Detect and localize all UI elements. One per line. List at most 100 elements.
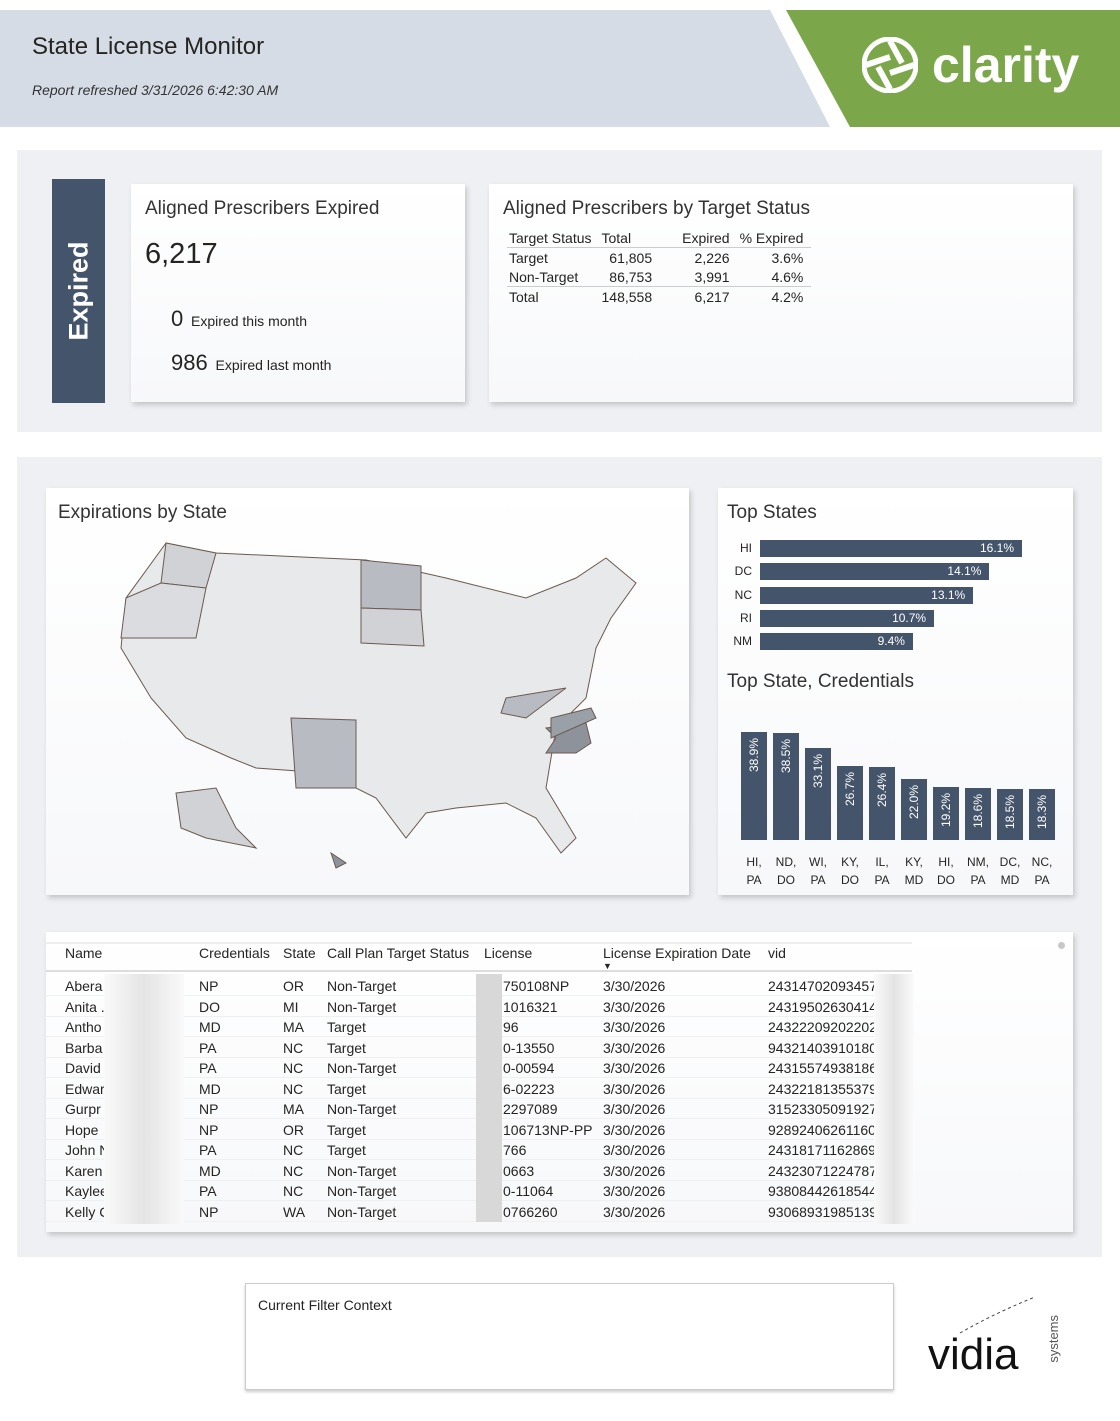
credential-bar[interactable]: 18.5%: [997, 788, 1023, 840]
credential-bar[interactable]: 38.9%: [741, 732, 767, 840]
map-title: Expirations by State: [58, 502, 227, 523]
col-header[interactable]: Total: [601, 230, 632, 246]
us-map[interactable]: [106, 538, 646, 878]
refresh-timestamp: Report refreshed 3/31/2026 6:42:30 AM: [32, 82, 279, 98]
cell: Kaylee: [65, 1183, 108, 1199]
top-state-bar[interactable]: 16.1%: [760, 540, 1022, 557]
cell: Barba: [65, 1039, 103, 1056]
bar-value: 38.5%: [779, 739, 793, 774]
cell: 3/30/2026: [603, 998, 666, 1015]
top-state-bar[interactable]: 13.1%: [760, 586, 974, 604]
cell: MA: [283, 1101, 304, 1117]
cell: NP: [199, 978, 219, 994]
credential-bar[interactable]: 19.2%: [933, 786, 959, 840]
top-states-title: Top States: [727, 502, 817, 523]
cell: Kelly C: [65, 1203, 110, 1220]
col-header[interactable]: % Expired: [739, 230, 804, 246]
bar-value: 13.1%: [931, 587, 966, 602]
credential-bar[interactable]: 22.0%: [901, 778, 927, 840]
cell: 0663: [503, 1162, 535, 1179]
column-header[interactable]: License Expiration Date: [603, 945, 751, 961]
cell: 31523305091927: [768, 1101, 878, 1117]
column-header[interactable]: Credentials: [199, 945, 270, 961]
credential-bar[interactable]: 33.1%: [805, 748, 831, 840]
credential-label: NC, PA: [1031, 855, 1053, 887]
vidia-swoosh: [959, 1296, 1036, 1334]
cell: PA: [199, 1060, 217, 1076]
credential-label: KY, DO: [841, 855, 859, 887]
column-header[interactable]: Call Plan Target Status: [327, 945, 470, 961]
cell: PA: [199, 1183, 217, 1199]
cell: Abera: [65, 978, 103, 994]
cell: 3/30/2026: [603, 1039, 666, 1056]
scrollbar[interactable]: [1058, 942, 1065, 949]
sort-desc-icon[interactable]: ▼: [603, 961, 612, 971]
cell: Non-Target: [327, 1101, 397, 1117]
last-month-label: Expired last month: [215, 357, 332, 373]
cell: 3/30/2026: [603, 1142, 666, 1158]
cell: 24322209202202: [768, 1019, 878, 1035]
bar-value: 26.4%: [875, 772, 889, 807]
table-row[interactable]: Edwar MD NC Target 6-02223 3/30/2026 243221813…: [46, 1079, 912, 1099]
cell: Gurpr: [65, 1101, 101, 1117]
bar-value: 26.7%: [843, 771, 857, 806]
filter-context-box: Current Filter Context: [245, 1283, 894, 1390]
column-header[interactable]: vid: [768, 945, 786, 961]
cell: 24318171162869: [768, 1142, 876, 1158]
redacted-vid: [874, 974, 914, 1224]
cell: Anita .: [65, 998, 105, 1015]
credential-bar[interactable]: 18.6%: [965, 788, 991, 840]
credential-label: NM, PA: [967, 855, 989, 887]
credential-label: DC, MD: [999, 855, 1021, 887]
aperture-icon: [862, 37, 918, 93]
top-state-bar[interactable]: 9.4%: [760, 633, 913, 651]
filter-context-title: Current Filter Context: [258, 1297, 392, 1313]
brand-band: [786, 10, 1120, 127]
header-band: [0, 10, 830, 127]
total-row: Total 148,558 6,217 4.2%: [507, 286, 812, 306]
cell: Target: [327, 1121, 366, 1138]
top-state-bar[interactable]: 14.1%: [760, 563, 990, 581]
cell: Non-Target: [327, 1162, 397, 1179]
column-header[interactable]: State: [283, 945, 316, 961]
credential-label: WI, PA: [809, 855, 827, 887]
vidia-logo: vidia: [928, 1330, 1019, 1379]
cell: 0-11064: [503, 1183, 554, 1199]
cell: 1016321: [503, 998, 558, 1015]
top-state-bar[interactable]: 10.7%: [760, 609, 935, 627]
bar-value: 19.2%: [939, 792, 953, 827]
col-header[interactable]: Target Status: [509, 230, 592, 246]
col-header[interactable]: Expired: [682, 230, 730, 246]
bar-value: 14.1%: [947, 564, 982, 579]
kpi-title: Aligned Prescribers Expired: [145, 198, 380, 219]
cell: 106713NP-PP: [503, 1121, 593, 1138]
redacted-license: [476, 974, 502, 1222]
cell: 3/30/2026: [603, 1019, 666, 1035]
credential-bar[interactable]: 18.3%: [1029, 789, 1055, 840]
table-row[interactable]: Anita . DO MI Non-Target 1016321 3/30/2026 243…: [46, 997, 912, 1017]
kpi-card: Aligned Prescribers Expired 6,217 0 Expi…: [131, 184, 465, 402]
cell: 0-00594: [503, 1060, 555, 1076]
cell: MD: [199, 1080, 221, 1097]
credential-bar[interactable]: 38.5%: [773, 733, 799, 840]
cell: Karen: [65, 1162, 103, 1179]
top-credentials-title: Top State, Credentials: [727, 671, 914, 692]
cell: 3/30/2026: [603, 1101, 666, 1117]
top-state-label: NC: [734, 587, 752, 602]
status-title: Aligned Prescribers by Target Status: [503, 198, 810, 219]
cell: 3/30/2026: [603, 1183, 666, 1199]
cell: MD: [199, 1162, 221, 1179]
credential-bar[interactable]: 26.7%: [837, 765, 863, 840]
cell: Target: [327, 1019, 366, 1035]
bar-value: 18.3%: [1035, 795, 1049, 830]
cell: 24322181355379: [768, 1080, 878, 1097]
table-row: Target 61,805 2,226 3.6%: [507, 247, 812, 268]
credential-bar[interactable]: 26.4%: [869, 766, 895, 840]
cell: NC: [283, 1080, 304, 1097]
table-row[interactable]: Abera NP OR Non-Target 750108NP 3/30/2026 2431…: [46, 976, 912, 996]
cell: 3/30/2026: [603, 1121, 666, 1138]
this-month-label: Expired this month: [191, 313, 307, 329]
column-header[interactable]: Name: [65, 945, 103, 961]
cell: John N: [65, 1142, 110, 1158]
column-header[interactable]: License: [484, 945, 533, 961]
